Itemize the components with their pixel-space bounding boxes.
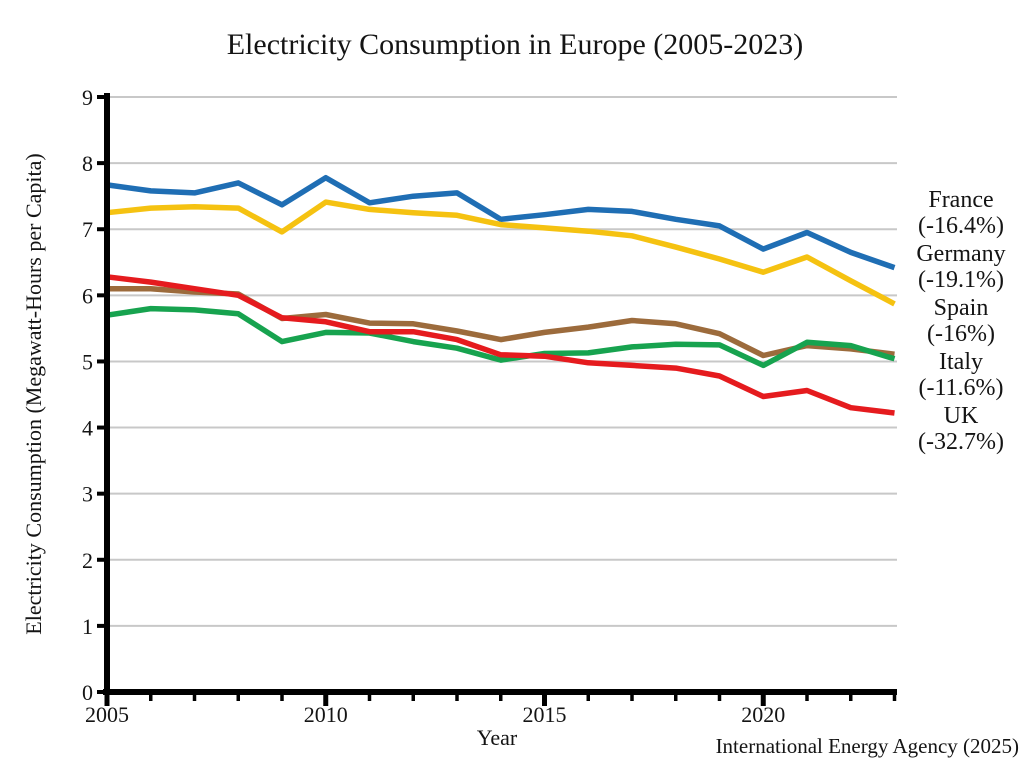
x-tick-label-2010: 2010 [304, 702, 348, 727]
y-tick-label-1: 1 [82, 614, 93, 639]
legend-france-name: France [928, 187, 993, 213]
x-tick-label-2015: 2015 [523, 702, 567, 727]
legend-italy-name: Italy [939, 349, 983, 375]
legend-germany-name: Germany [916, 241, 1005, 267]
x-tick-label-2020: 2020 [741, 702, 785, 727]
y-tick-label-7: 7 [82, 217, 93, 242]
source-note: International Energy Agency (2025) [716, 734, 1019, 758]
series-lines [106, 174, 896, 416]
series-line-germany [106, 199, 896, 307]
axes [103, 93, 897, 695]
y-tick-label-0: 0 [82, 680, 93, 705]
x-tick-label-2005: 2005 [85, 702, 129, 727]
x-axis-label: Year [477, 725, 518, 750]
legend-spain-pct: (-16%) [927, 321, 995, 347]
series-line-uk [106, 274, 895, 416]
legend-spain-name: Spain [934, 295, 989, 321]
y-tick-label-4: 4 [82, 416, 93, 441]
chart-title: Electricity Consumption in Europe (2005-… [227, 28, 804, 61]
y-tick-label-5: 5 [82, 349, 93, 374]
legend-germany-pct: (-19.1%) [918, 267, 1004, 293]
axis-ticks [97, 95, 897, 706]
y-tick-label-3: 3 [82, 482, 93, 507]
y-tick-label-2: 2 [82, 548, 93, 573]
tick-labels: 0 1 2 3 4 5 6 7 8 9 2005 2010 2015 2020 [82, 85, 785, 727]
y-axis-label: Electricity Consumption (Megawatt-Hours … [21, 153, 46, 634]
y-tick-label-8: 8 [82, 151, 93, 176]
legend: France(-16.4%)Germany(-19.1%)Spain(-16%)… [916, 187, 1005, 455]
legend-italy-pct: (-11.6%) [918, 375, 1003, 401]
legend-uk-name: UK [944, 403, 979, 429]
series-line-italy [106, 305, 896, 369]
legend-france-pct: (-16.4%) [918, 213, 1004, 239]
y-tick-label-6: 6 [82, 283, 93, 308]
legend-uk-pct: (-32.7%) [918, 429, 1004, 455]
series-line-spain [107, 285, 895, 359]
y-tick-label-9: 9 [82, 85, 93, 110]
series-line-france [106, 174, 896, 271]
